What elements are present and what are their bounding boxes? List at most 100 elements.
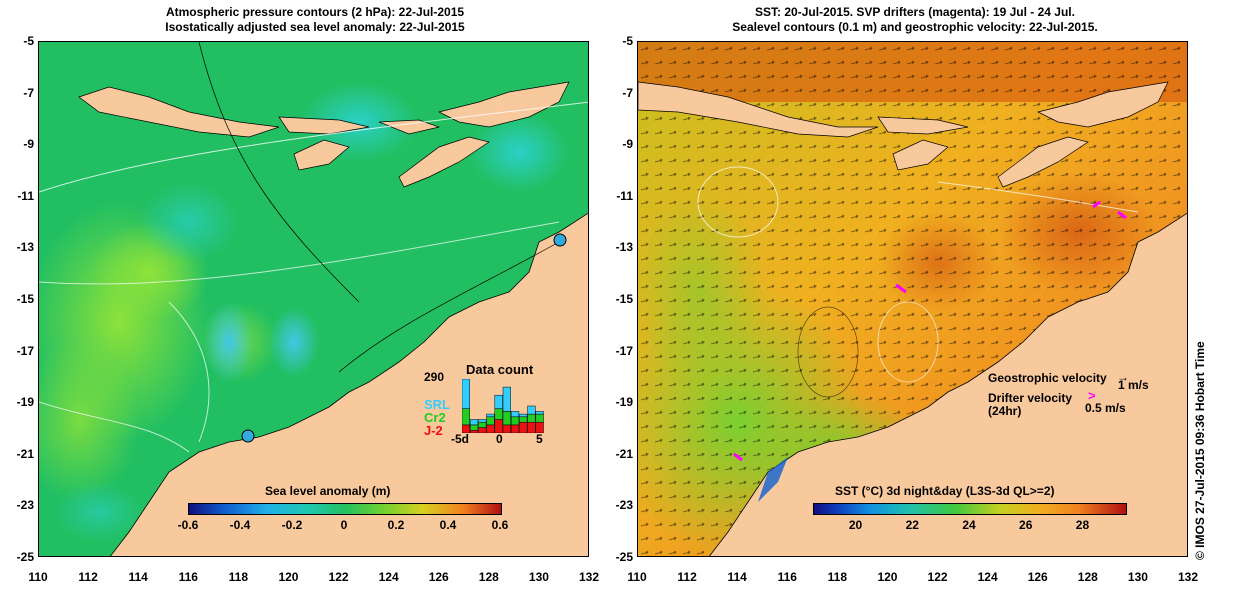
colorbar-tick-label: 20 <box>848 518 863 532</box>
lon-tick-label: 122 <box>328 570 349 584</box>
data-count-bar-srl <box>461 378 470 409</box>
drifter-velocity-window: (24hr) <box>988 404 1022 418</box>
lon-tick-label: 130 <box>1127 570 1148 584</box>
lat-tick-label: -7 <box>622 85 633 100</box>
colorbar-tick-label: 28 <box>1075 518 1090 532</box>
data-count-bar-j2 <box>510 424 520 434</box>
data-count-bar-j2 <box>486 424 495 434</box>
data-count-legend-item: J-2 <box>424 423 443 438</box>
colorbar-tick-label: 0.6 <box>491 518 509 532</box>
colorbar-tick-label: 26 <box>1019 518 1033 532</box>
lat-tick-label: -15 <box>615 292 633 306</box>
lon-tick-label: 132 <box>578 570 600 584</box>
lat-tick-label: -25 <box>615 550 633 564</box>
geostrophic-arrow-icon: → <box>1117 370 1129 384</box>
data-count-bar-cr2 <box>494 408 503 420</box>
colorbar-tick-label: 0 <box>340 518 348 532</box>
data-count-bar-j2 <box>469 430 479 434</box>
lat-tick-label: -23 <box>16 498 34 513</box>
data-count-bar-srl <box>535 411 544 415</box>
lat-tick-label: -7 <box>23 85 34 100</box>
lon-tick-label: 120 <box>877 570 898 584</box>
lat-tick-label: -5 <box>23 34 34 48</box>
drifter-scale: 0.5 m/s <box>1085 401 1126 415</box>
sst-colorbar-label: SST (°C) 3d night&day (L3S-3d QL>=2) <box>835 484 1055 498</box>
lon-tick-label: 114 <box>128 570 148 584</box>
lat-tick-label: -25 <box>16 550 34 564</box>
sst-colorbar <box>813 503 1127 515</box>
lon-tick-label: 126 <box>428 570 449 584</box>
data-count-bar-cr2 <box>527 413 536 423</box>
data-count-xtick: 0 <box>496 432 503 446</box>
data-count-chart <box>461 378 544 434</box>
left-title: Atmospheric pressure contours (2 hPa): 2… <box>80 5 550 35</box>
lon-tick-label: 110 <box>28 570 48 584</box>
data-count-bar-j2 <box>519 421 528 434</box>
right-title: SST: 20-Jul-2015. SVP drifters (magenta)… <box>640 5 1190 35</box>
lon-tick-label: 110 <box>627 570 647 584</box>
lat-tick-label: -19 <box>16 395 34 410</box>
sla-colorbar-label: Sea level anomaly (m) <box>265 484 391 498</box>
data-count-bar-j2 <box>527 421 536 434</box>
right-title-line2: Sealevel contours (0.1 m) and geostrophi… <box>732 20 1098 34</box>
sla-colorbar <box>188 503 502 515</box>
data-count-xtick: -5d <box>451 432 469 446</box>
lon-tick-label: 114 <box>727 570 747 584</box>
data-count-bar-srl <box>510 411 520 418</box>
lat-tick-label: -19 <box>615 395 633 410</box>
lon-tick-label: 128 <box>1077 570 1098 584</box>
data-count-bar-srl <box>519 413 528 418</box>
sst-map <box>637 41 1188 557</box>
left-title-line1: Atmospheric pressure contours (2 hPa): 2… <box>165 5 465 19</box>
data-count-max: 290 <box>424 370 445 384</box>
data-count-bar-srl <box>494 394 503 409</box>
imos-credit: © IMOS 27-Jul-2015 09:36 Hobart Time <box>1193 341 1207 560</box>
lon-tick-label: 124 <box>977 570 998 584</box>
data-count-xtick: 5 <box>536 432 543 446</box>
lon-tick-label: 130 <box>528 570 549 584</box>
data-count-legend-item: Cr2 <box>424 410 446 425</box>
data-count-legend-item: SRL <box>424 397 450 412</box>
lat-tick-label: -15 <box>16 292 34 306</box>
data-count-bars <box>461 378 544 434</box>
colorbar-tick-label: 24 <box>962 518 976 532</box>
lon-tick-label: 118 <box>827 570 848 584</box>
lat-tick-label: -11 <box>616 188 633 203</box>
data-count-bar-cr2 <box>510 416 520 426</box>
lon-tick-label: 116 <box>178 570 198 584</box>
colorbar-tick-label: 0.2 <box>387 518 405 532</box>
lon-tick-label: 116 <box>777 570 797 584</box>
drifter-arrow-icon: > <box>1088 388 1096 403</box>
geostrophic-velocity-label: Geostrophic velocity <box>988 371 1107 385</box>
left-title-line2: Isostatically adjusted sea level anomaly… <box>165 20 465 34</box>
lat-tick-label: -5 <box>622 34 633 48</box>
data-count-bar-cr2 <box>478 421 487 428</box>
lon-tick-label: 128 <box>478 570 499 584</box>
colorbar-tick-label: 0.4 <box>439 518 457 532</box>
data-count-bar-cr2 <box>469 424 479 431</box>
lon-tick-label: 112 <box>677 570 697 584</box>
data-count-bar-srl <box>486 413 495 418</box>
lon-tick-label: 112 <box>78 570 98 584</box>
lat-tick-label: -13 <box>16 240 34 255</box>
lat-tick-label: -21 <box>615 446 633 461</box>
lat-tick-label: -17 <box>16 343 34 358</box>
data-count-bar-cr2 <box>519 416 528 423</box>
lat-tick-label: -9 <box>622 137 633 152</box>
lat-tick-label: -17 <box>615 343 633 358</box>
data-count-bar-srl <box>478 419 487 423</box>
data-count-bar-j2 <box>494 419 503 434</box>
lon-tick-label: 118 <box>228 570 249 584</box>
colorbar-tick-label: 22 <box>905 518 919 532</box>
colorbar-tick-label: -0.4 <box>229 518 251 532</box>
right-title-line1: SST: 20-Jul-2015. SVP drifters (magenta)… <box>755 5 1075 19</box>
drifter-velocity-label: Drifter velocity <box>988 391 1073 405</box>
data-count-bar-srl <box>469 419 479 426</box>
sea-level-anomaly-map <box>38 41 589 557</box>
lat-tick-label: -9 <box>23 137 34 152</box>
data-count-bar-cr2 <box>535 413 544 423</box>
colorbar-tick-label: -0.6 <box>177 518 199 532</box>
lat-tick-label: -21 <box>16 446 34 461</box>
data-count-bar-cr2 <box>461 408 470 426</box>
sla-map-graphic <box>39 42 588 556</box>
